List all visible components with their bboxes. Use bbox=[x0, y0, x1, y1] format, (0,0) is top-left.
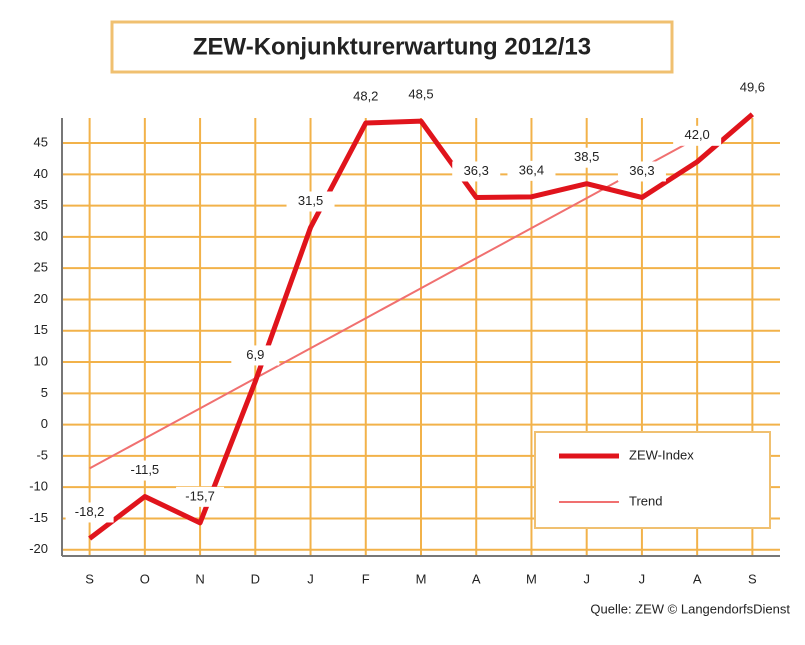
x-tick-label: J bbox=[639, 571, 646, 586]
legend-label: ZEW-Index bbox=[629, 447, 694, 462]
y-tick-label: 15 bbox=[34, 322, 48, 337]
x-tick-label: M bbox=[416, 571, 427, 586]
x-tick-label: N bbox=[195, 571, 204, 586]
x-tick-label: J bbox=[583, 571, 590, 586]
legend-box bbox=[534, 431, 771, 529]
data-label: 48,5 bbox=[408, 87, 433, 102]
data-label: 31,5 bbox=[298, 193, 323, 208]
x-tick-label: F bbox=[362, 571, 370, 586]
label-box bbox=[397, 85, 445, 106]
data-label: 36,3 bbox=[464, 163, 489, 178]
label-box bbox=[617, 161, 666, 182]
label-box bbox=[562, 147, 611, 168]
x-tick-label: A bbox=[472, 571, 481, 586]
y-tick-label: 45 bbox=[34, 134, 48, 149]
x-tick-label: S bbox=[748, 571, 757, 586]
data-label: -11,5 bbox=[131, 462, 160, 477]
data-label: 38,5 bbox=[574, 149, 599, 164]
y-tick-label: 10 bbox=[34, 353, 48, 368]
label-box bbox=[176, 486, 225, 507]
label-box bbox=[728, 78, 777, 99]
label-box bbox=[65, 502, 114, 523]
label-box bbox=[286, 191, 335, 212]
label-box bbox=[341, 87, 390, 108]
y-tick-label: 40 bbox=[34, 166, 48, 181]
x-tick-label: S bbox=[85, 571, 94, 586]
y-tick-label: 25 bbox=[34, 260, 48, 275]
y-tick-label: 5 bbox=[41, 385, 48, 400]
y-tick-label: 35 bbox=[34, 197, 48, 212]
x-tick-label: M bbox=[526, 571, 537, 586]
data-label: 36,3 bbox=[629, 163, 654, 178]
data-label: 49,6 bbox=[740, 80, 765, 95]
data-label: 48,2 bbox=[353, 88, 378, 103]
label-box bbox=[452, 161, 501, 182]
y-tick-label: -5 bbox=[36, 447, 48, 462]
data-label: 6,9 bbox=[246, 347, 264, 362]
x-tick-label: J bbox=[307, 571, 314, 586]
x-tick-label: A bbox=[693, 571, 702, 586]
chart-title: ZEW-Konjunkturerwartung 2012/13 bbox=[193, 33, 591, 60]
x-tick-label: O bbox=[140, 571, 150, 586]
data-label: 36,4 bbox=[519, 162, 544, 177]
data-label: -18,2 bbox=[75, 504, 105, 519]
x-tick-label: D bbox=[251, 571, 260, 586]
y-tick-label: 0 bbox=[41, 416, 48, 431]
label-box bbox=[120, 460, 169, 481]
y-tick-label: -10 bbox=[29, 479, 48, 494]
y-tick-label: -15 bbox=[29, 510, 48, 525]
label-box bbox=[231, 345, 280, 366]
series-line bbox=[88, 112, 755, 541]
series-line bbox=[89, 137, 698, 470]
y-tick-label: 30 bbox=[34, 228, 48, 243]
y-tick-label: -20 bbox=[29, 541, 48, 556]
label-box bbox=[507, 160, 556, 181]
source: Quelle: ZEW © LangendorfsDienst bbox=[590, 601, 790, 616]
legend-label: Trend bbox=[629, 493, 662, 508]
label-box bbox=[673, 125, 722, 146]
data-label: -15,7 bbox=[185, 488, 215, 503]
title-box bbox=[110, 20, 674, 74]
y-tick-label: 20 bbox=[34, 291, 48, 306]
data-label: 42,0 bbox=[684, 127, 709, 142]
